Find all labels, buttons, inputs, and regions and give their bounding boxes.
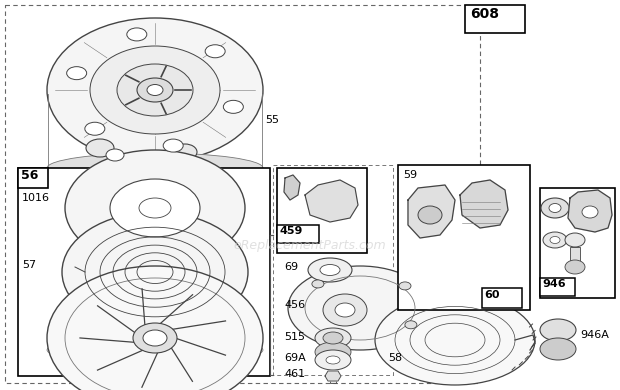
- Bar: [465, 5, 525, 33]
- Ellipse shape: [323, 294, 367, 326]
- Text: 608: 608: [470, 7, 499, 21]
- Text: 946: 946: [542, 279, 565, 289]
- Ellipse shape: [110, 179, 200, 237]
- Ellipse shape: [320, 264, 340, 275]
- Ellipse shape: [375, 295, 535, 385]
- Ellipse shape: [47, 18, 263, 162]
- Ellipse shape: [308, 258, 352, 282]
- Ellipse shape: [540, 338, 576, 360]
- Ellipse shape: [117, 64, 193, 116]
- Text: 59: 59: [403, 170, 417, 180]
- Ellipse shape: [106, 149, 124, 161]
- Text: 459: 459: [280, 226, 303, 236]
- Ellipse shape: [405, 321, 417, 329]
- Ellipse shape: [288, 266, 432, 350]
- Bar: [549, 335, 567, 349]
- Text: 456: 456: [284, 300, 305, 310]
- Bar: [398, 165, 530, 310]
- Ellipse shape: [315, 342, 351, 362]
- Polygon shape: [325, 371, 341, 381]
- Ellipse shape: [139, 198, 171, 218]
- Ellipse shape: [540, 319, 576, 341]
- Polygon shape: [460, 180, 508, 228]
- Ellipse shape: [335, 303, 355, 317]
- Ellipse shape: [127, 28, 147, 41]
- Ellipse shape: [315, 350, 351, 370]
- Text: 58: 58: [388, 353, 402, 363]
- Ellipse shape: [47, 266, 263, 390]
- Bar: [273, 165, 393, 375]
- Ellipse shape: [85, 122, 105, 135]
- Text: 515: 515: [284, 332, 305, 342]
- Text: 461: 461: [284, 369, 305, 379]
- Polygon shape: [568, 190, 612, 232]
- Text: 57: 57: [22, 260, 36, 270]
- Ellipse shape: [582, 206, 598, 218]
- Text: 1016: 1016: [22, 193, 50, 203]
- Polygon shape: [284, 175, 300, 200]
- Ellipse shape: [143, 330, 167, 346]
- Ellipse shape: [163, 139, 183, 152]
- Ellipse shape: [320, 332, 332, 340]
- Text: 60: 60: [484, 290, 500, 300]
- Bar: [5, 5, 480, 383]
- Polygon shape: [305, 180, 358, 222]
- Ellipse shape: [550, 236, 560, 243]
- Ellipse shape: [326, 356, 340, 364]
- Bar: [277, 225, 319, 243]
- Text: 56: 56: [21, 169, 38, 182]
- Ellipse shape: [565, 233, 585, 247]
- Ellipse shape: [541, 198, 569, 218]
- Bar: [570, 247, 580, 267]
- Bar: [540, 188, 615, 298]
- Ellipse shape: [47, 153, 263, 183]
- Bar: [482, 288, 522, 308]
- Ellipse shape: [173, 144, 197, 160]
- Bar: [324, 342, 342, 352]
- Text: 69: 69: [284, 262, 298, 272]
- Ellipse shape: [133, 323, 177, 353]
- Ellipse shape: [543, 232, 567, 248]
- Ellipse shape: [549, 204, 561, 213]
- Ellipse shape: [67, 67, 87, 80]
- Ellipse shape: [323, 332, 343, 344]
- Bar: [540, 278, 575, 296]
- Ellipse shape: [315, 328, 351, 348]
- Bar: [330, 371, 336, 383]
- Text: eReplacementParts.com: eReplacementParts.com: [234, 239, 386, 252]
- Text: 69A: 69A: [284, 353, 306, 363]
- Ellipse shape: [312, 280, 324, 288]
- Ellipse shape: [137, 78, 173, 102]
- Ellipse shape: [205, 45, 225, 58]
- Ellipse shape: [418, 206, 442, 224]
- Ellipse shape: [90, 46, 220, 134]
- Ellipse shape: [65, 150, 245, 266]
- Ellipse shape: [86, 139, 114, 157]
- Polygon shape: [408, 185, 455, 238]
- Bar: [18, 168, 48, 188]
- Ellipse shape: [399, 282, 411, 290]
- Ellipse shape: [47, 336, 263, 364]
- Bar: [277, 168, 367, 253]
- Ellipse shape: [147, 85, 163, 96]
- Ellipse shape: [565, 260, 585, 274]
- Text: 946A: 946A: [580, 330, 609, 340]
- Bar: [18, 168, 270, 376]
- Text: 55: 55: [265, 115, 279, 125]
- Ellipse shape: [62, 212, 248, 332]
- Ellipse shape: [223, 100, 243, 113]
